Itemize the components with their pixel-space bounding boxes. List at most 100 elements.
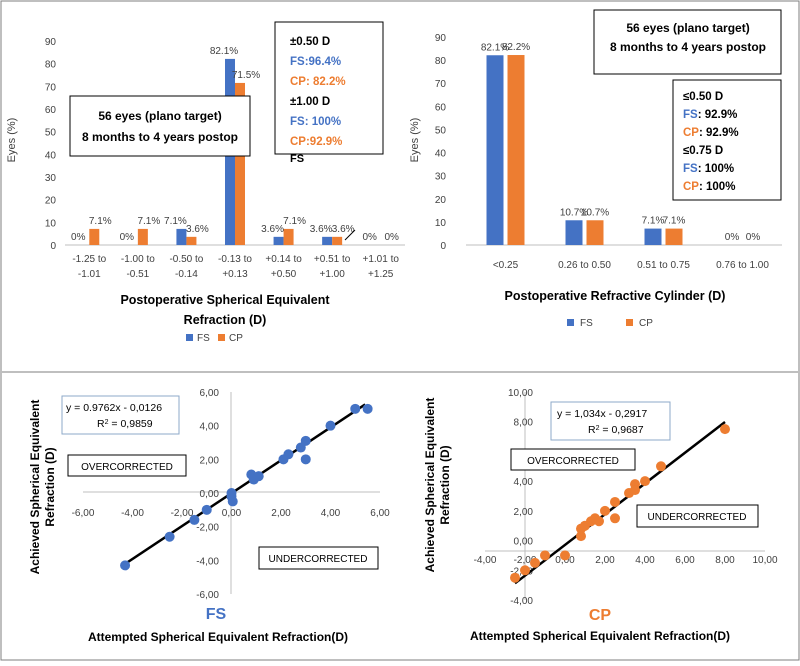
cylinder-y-axis-label: Eyes (%)	[409, 118, 421, 163]
cylinder-value-label-fs: 82.1%	[481, 42, 509, 53]
cp-trend-line	[514, 421, 726, 585]
cp-data-point	[576, 531, 586, 542]
cp-data-point	[600, 505, 610, 516]
sphere-value-label-fs: 0%	[362, 232, 377, 243]
cp-y-tick-label: -4,00	[510, 596, 533, 607]
fs-y-tick-label: 0,00	[200, 489, 220, 500]
cylinder-stats-box	[672, 79, 782, 201]
fs-y-axis-label-line1: Achieved Spherical Equivalent	[28, 400, 42, 575]
cp-x-tick-label: -2,00	[514, 555, 537, 566]
sphere-y-tick-label: 40	[45, 150, 57, 161]
cp-y-axis-label-line2: Refraction (D)	[438, 445, 452, 524]
sphere-value-label-fs: 0%	[120, 232, 135, 243]
cylinder-stats-lines: ≤0.50 D FS: 92.9% CP: 92.9% ≤0.75 D FS: 100%…	[683, 91, 739, 193]
sphere-value-label-cp: 71.5%	[232, 70, 260, 81]
fs-undercorrected-label: UNDERCORRECTED	[269, 554, 368, 565]
sphere-category-label: +1.25	[368, 269, 394, 280]
cylinder-y-tick-label: 40	[435, 149, 447, 160]
sphere-y-tick-label: 50	[45, 128, 57, 139]
sphere-y-tick-label: 20	[45, 196, 57, 207]
sphere-y-tick-label: 60	[45, 105, 57, 116]
sphere-bar-cp	[186, 236, 197, 245]
cylinder-legend-fs-label: FS	[580, 318, 593, 329]
cylinder-bar-cp	[586, 220, 604, 245]
sphere-stats-lines: ±0.50 D FS:96.4% CP: 82.2% ±1.00 D FS: 100% C…	[290, 36, 346, 148]
cp-scatter-chart: Achieved Spherical Equivalent Refraction…	[423, 388, 778, 643]
sphere-x-axis-label-line1: Postoperative Spherical Equivalent	[120, 293, 330, 307]
cp-x-tick-label: 8,00	[715, 555, 735, 566]
sphere-category-label: +0.50	[271, 269, 297, 280]
cp-data-point	[530, 557, 540, 568]
sphere-y-tick-label: 0	[50, 241, 56, 252]
cylinder-y-tick-label: 30	[435, 172, 447, 183]
sphere-bar-cp	[283, 228, 294, 245]
sphere-y-tick-label: 90	[45, 37, 57, 48]
cp-scatter-points	[510, 424, 730, 583]
cp-x-tick-label: 6,00	[675, 555, 695, 566]
fs-data-point	[350, 403, 361, 414]
sphere-bar-cp	[332, 236, 343, 245]
sphere-y-tick-label: 30	[45, 173, 57, 184]
cylinder-stats-line: FS: 92.9%	[683, 109, 737, 121]
cp-equation-text: y = 1,034x - 0,2917	[557, 408, 647, 420]
sphere-category-label: -1.25 to	[72, 254, 106, 265]
sphere-value-label-fs: 82.1%	[210, 46, 238, 57]
fs-data-point	[120, 560, 131, 571]
sphere-label-leader-line	[344, 229, 356, 241]
fs-x-tick-label: 4,00	[321, 508, 341, 519]
cylinder-y-tick-label: 0	[440, 241, 446, 252]
sphere-value-label-fs: 7.1%	[164, 216, 187, 227]
cp-data-point	[540, 550, 550, 561]
sphere-stats-line: CP:92.9%	[290, 136, 342, 148]
sphere-eyes-annotation-line1: 56 eyes (plano target)	[98, 109, 221, 123]
cp-overcorrected-label: OVERCORRECTED	[527, 456, 619, 467]
sphere-category-label: +1.00	[319, 269, 345, 280]
cp-undercorrected-box	[636, 504, 759, 528]
fs-y-tick-label: 6,00	[200, 388, 220, 399]
sphere-value-label-fs: 3.6%	[261, 224, 284, 235]
sphere-value-label-fs: 3.6%	[310, 224, 333, 235]
sphere-category-labels: -1.25 to -1.01 -1.00 to -0.51 -0.50 to -0.14 -…	[72, 254, 399, 280]
sphere-stats-line: ±0.50 D	[290, 36, 330, 48]
fs-overcorrected-box	[67, 454, 187, 477]
sphere-legend-fs-swatch	[186, 334, 193, 341]
cp-x-tick-label: 10,00	[752, 555, 777, 566]
sphere-category-label: +0.13	[222, 269, 248, 280]
fs-scatter-points	[120, 403, 373, 571]
sphere-stats-line: CP: 82.2%	[290, 76, 346, 88]
cp-y-tick-label: 2,00	[514, 507, 534, 518]
fs-y-tick-label: -2,00	[196, 523, 219, 534]
fs-x-tick-label: 6,00	[370, 508, 390, 519]
sphere-value-label-cp: 7.1%	[89, 216, 112, 227]
sphere-value-label-fs: 0%	[71, 232, 86, 243]
sphere-category-label: +0.51 to	[314, 254, 351, 265]
cylinder-bar-fs	[565, 220, 583, 245]
fs-y-tick-label: -6,00	[196, 590, 219, 601]
sphere-category-label: -0.13 to	[218, 254, 252, 265]
fs-y-tick-label: -4,00	[196, 556, 219, 567]
fs-data-point	[164, 531, 175, 542]
sphere-y-tick-label: 80	[45, 60, 57, 71]
cp-data-point	[594, 516, 604, 527]
sphere-stats-line: FS: 100%	[290, 116, 341, 128]
fs-x-axis-label: Attempted Spherical Equivalent Refractio…	[88, 630, 348, 644]
sphere-category-label: -0.14	[175, 269, 198, 280]
cylinder-y-tick-label: 90	[435, 33, 447, 44]
cylinder-legend-fs-swatch	[567, 319, 574, 326]
fs-x-tick-label: -2,00	[171, 508, 194, 519]
cylinder-category-label: 0.76 to 1.00	[716, 260, 769, 271]
fs-data-point	[283, 449, 294, 460]
fs-data-point	[300, 454, 311, 465]
cp-data-point	[656, 461, 666, 472]
sphere-category-label: +1.01 to	[363, 254, 400, 265]
cp-y-tick-label: 4,00	[514, 477, 534, 488]
cylinder-stats-line: CP: 100%	[683, 181, 735, 193]
sphere-stats-line: FS:96.4%	[290, 56, 341, 68]
cylinder-value-label-cp: 0%	[746, 232, 761, 243]
fs-x-tick-label: 0,00	[222, 508, 242, 519]
cylinder-category-label: 0.51 to 0.75	[637, 260, 690, 271]
fs-x-tick-label: 2,00	[271, 508, 291, 519]
sphere-stats-line: ±1.00 D	[290, 96, 330, 108]
cylinder-stats-line: FS: 100%	[683, 163, 734, 175]
cylinder-value-label-cp: 10.7%	[581, 207, 609, 218]
